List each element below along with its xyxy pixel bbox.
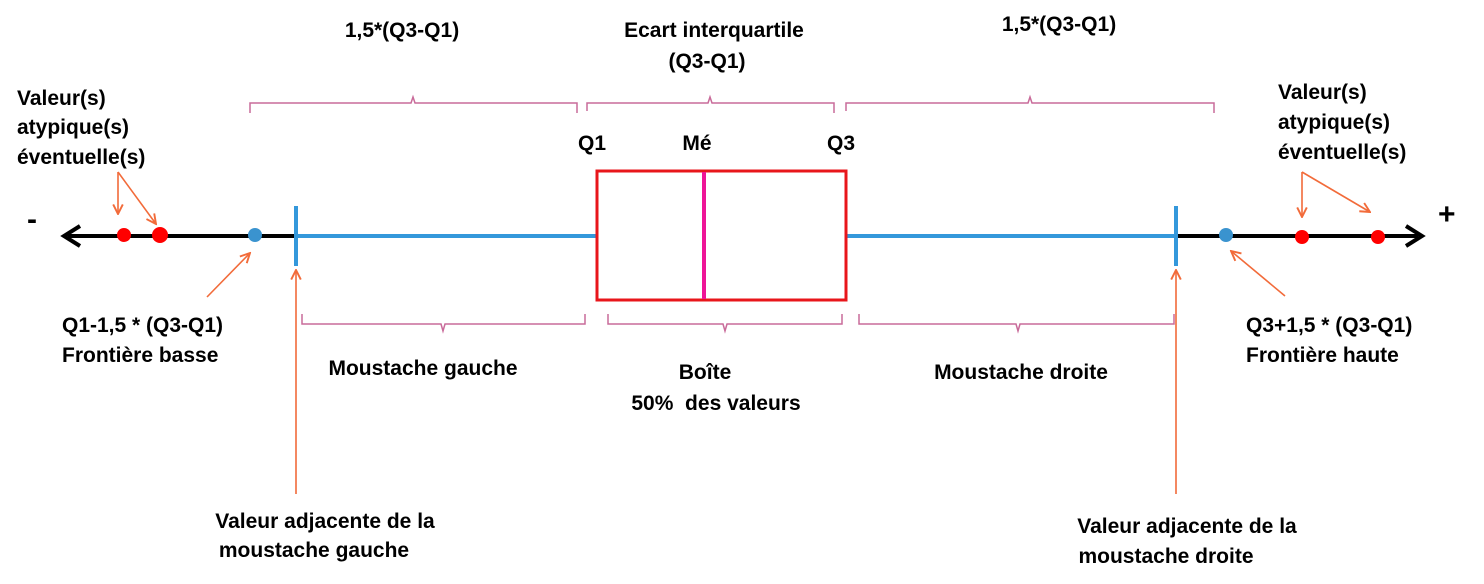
outlier-point-right-1 [1295,230,1309,244]
left-adjacent-line1: Valeur adjacente de la [215,510,435,533]
outliers-right-arrow-2 [1301,171,1370,212]
range-right-label: 1,5*(Q3-Q1) [1002,13,1116,36]
outlier-point-right-2 [1371,230,1385,244]
right-whisker-label: Moustache droite [934,361,1108,384]
right-adjacent-line2: moustache droite [1078,545,1253,568]
box-label-line2: 50% des valeurs [631,392,800,415]
brace-bottom-right [858,314,1175,334]
median-label: Mé [682,132,711,155]
q3-label: Q3 [827,132,855,155]
lower-fence-name: Frontière basse [62,344,218,367]
upper-fence-formula: Q3+1,5 * (Q3-Q1) [1246,314,1412,337]
outliers-left-line2: atypique(s) [17,116,129,139]
upper-fence-arrow [1231,251,1286,297]
upper-fence-name: Frontière haute [1246,344,1399,367]
left-adjacent-line2: moustache gauche [219,539,409,562]
box [595,169,848,302]
minus-sign: - [27,203,37,236]
outliers-right-line3: éventuelle(s) [1278,141,1406,164]
lower-fence-formula: Q1-1,5 * (Q3-Q1) [62,314,223,337]
axis-right-arrowhead [1404,224,1426,248]
box-label-line1: Boîte [679,361,732,384]
outlier-point-left-1 [117,228,131,242]
outliers-left-line1: Valeur(s) [17,87,106,110]
outliers-right-line1: Valeur(s) [1278,81,1367,104]
iqr-label-line2: (Q3-Q1) [668,50,745,73]
iqr-label-line1: Ecart interquartile [624,19,804,42]
brace-top-left [249,94,578,113]
brace-top-middle [586,94,835,113]
q1-label: Q1 [578,132,606,155]
range-left-label: 1,5*(Q3-Q1) [345,19,459,42]
plus-sign: + [1438,198,1456,231]
outliers-left-line3: éventuelle(s) [17,146,145,169]
lower-fence-arrow [206,253,250,298]
outliers-left-arrow-2 [117,171,156,224]
brace-bottom-left [301,314,586,334]
brace-top-right [845,94,1215,113]
brace-bottom-middle [607,314,843,334]
axis-left-arrowhead [60,224,82,248]
upper-fence-point [1219,228,1233,242]
outlier-point-left-2 [152,227,168,243]
right-adjacent-line1: Valeur adjacente de la [1077,515,1297,538]
left-whisker-label: Moustache gauche [328,357,517,380]
outliers-right-line2: atypique(s) [1278,111,1390,134]
lower-fence-point [248,228,262,242]
